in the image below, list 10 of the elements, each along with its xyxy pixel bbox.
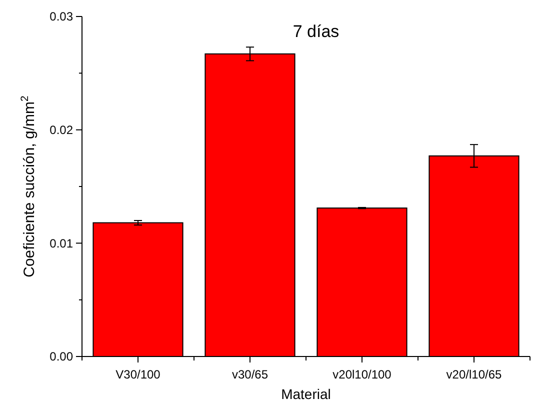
x-tick-label: v20/l10/65 <box>446 368 502 382</box>
y-tick-label: 0.00 <box>50 350 74 364</box>
y-tick-label: 0.02 <box>50 123 74 138</box>
x-axis-title: Material <box>281 386 331 402</box>
x-tick-label: V30/100 <box>116 368 161 382</box>
x-tick-label: v20l10/100 <box>332 368 392 382</box>
chart-title: 7 días <box>292 22 340 41</box>
y-tick-label: 0.01 <box>50 236 74 250</box>
y-tick-label: 0.03 <box>50 10 74 24</box>
x-tick-label: v30/65 <box>232 368 268 382</box>
